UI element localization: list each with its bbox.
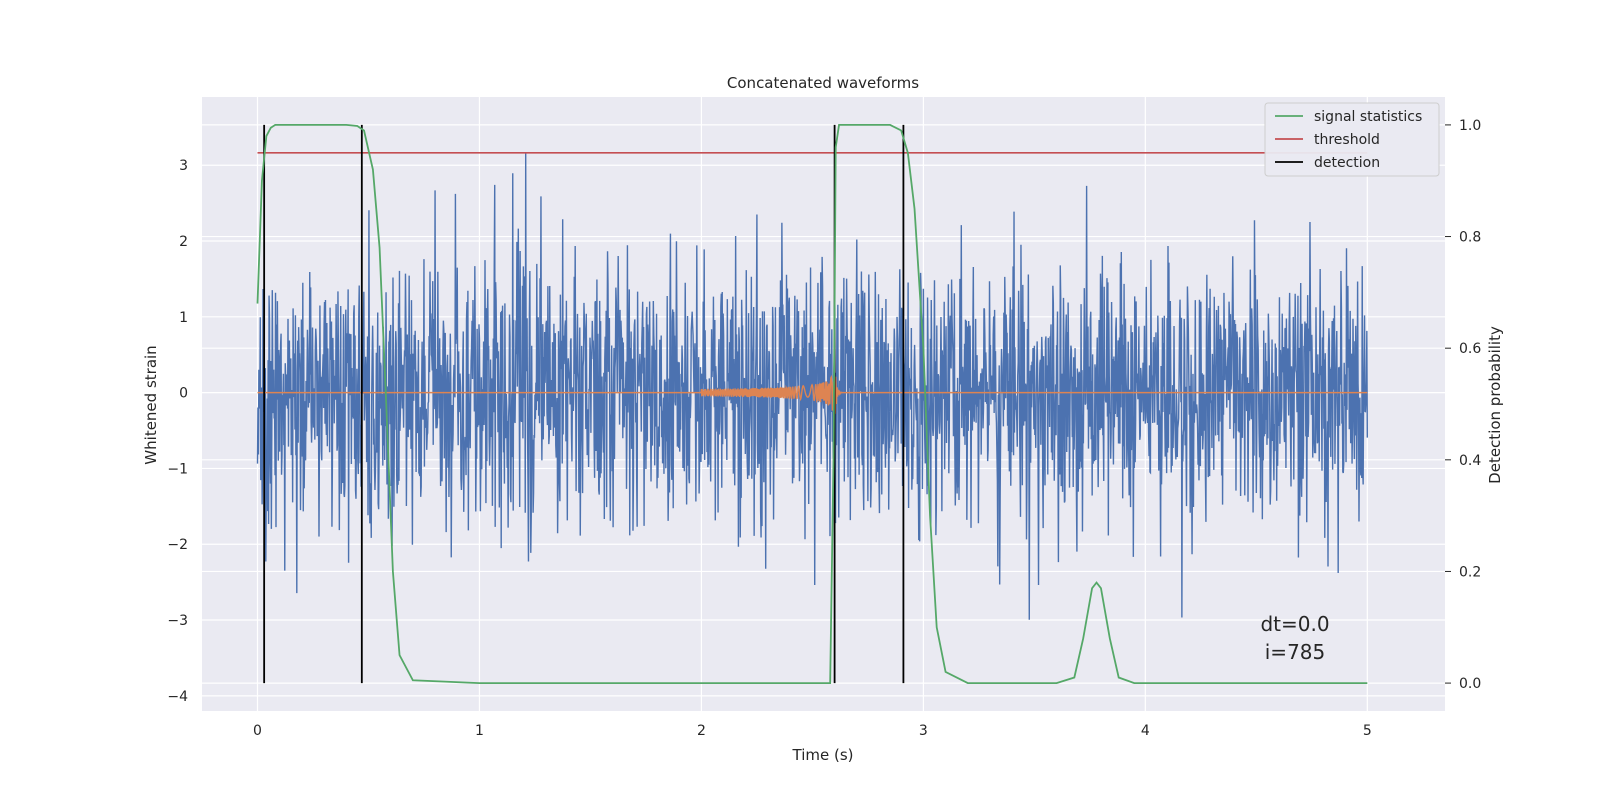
annotation-i: i=785	[1265, 640, 1326, 664]
y-tick-label: 0	[179, 386, 188, 402]
y-tick-label: −1	[167, 461, 188, 477]
series-strain	[256, 153, 1369, 620]
y-tick-label: −4	[167, 689, 188, 705]
y-right-tick-label: 1.0	[1459, 118, 1481, 134]
y-right-tick-label: 0.4	[1459, 453, 1481, 469]
chart-title: Concatenated waveforms	[727, 74, 919, 92]
annotation-dt: dt=0.0	[1260, 612, 1329, 636]
y-tick-label: 3	[179, 158, 188, 174]
y-right-tick-label: 0.8	[1459, 230, 1481, 246]
x-tick-label: 3	[919, 723, 928, 739]
y-right-tick-label: 0.2	[1459, 564, 1481, 580]
y-tick-label: 2	[179, 234, 188, 250]
series-waveform	[257, 362, 1368, 414]
x-tick-label: 0	[253, 723, 262, 739]
series-layer	[256, 124, 1369, 684]
legend-label-threshold: threshold	[1314, 132, 1380, 148]
legend: signal statistics threshold detection	[1264, 102, 1440, 177]
y-right-axis-label: Detection probability	[1486, 326, 1504, 484]
y-tick-label: −2	[167, 537, 188, 553]
y-tick-label: 1	[179, 310, 188, 326]
x-tick-label: 2	[697, 723, 706, 739]
y-axis-label: Whitened strain	[142, 345, 160, 464]
y-tick-label: −3	[167, 613, 188, 629]
x-tick-label: 4	[1141, 723, 1150, 739]
y-right-tick-label: 0.6	[1459, 341, 1481, 357]
x-tick-label: 5	[1363, 723, 1372, 739]
y-right-tick-label: 0.0	[1459, 676, 1481, 692]
legend-label-statistics: signal statistics	[1314, 109, 1422, 125]
legend-label-detection: detection	[1314, 155, 1380, 171]
series-statistics	[256, 124, 1368, 684]
legend-box	[1264, 102, 1440, 177]
x-tick-label: 1	[475, 723, 484, 739]
ticks: 0 1 2 3 4 5 −4 −3 −2 −1 0 1 2 3 0.0 0.2 0.4 0.6 0.8 1.0	[167, 118, 1481, 739]
x-axis-label: Time (s)	[792, 746, 854, 764]
